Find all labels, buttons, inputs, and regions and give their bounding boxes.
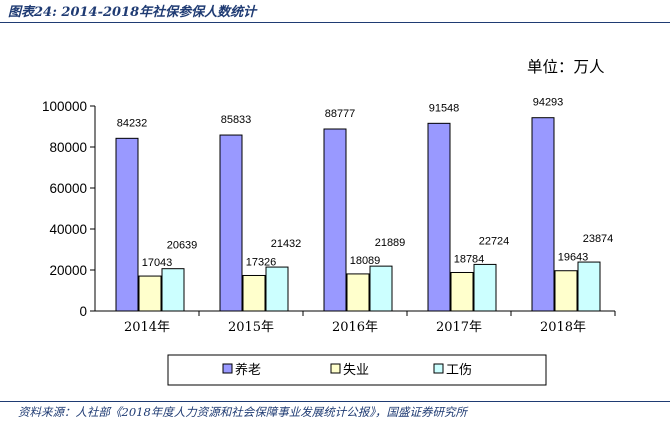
x-tick-label: 2014年 xyxy=(124,320,170,335)
data-label: 18089 xyxy=(350,255,381,267)
x-tick-label: 2017年 xyxy=(436,320,482,335)
x-tick-label: 2018年 xyxy=(540,320,586,335)
chart-data-labels: 84232 17043 20639 85833 17326 21432 88777 18089… xyxy=(117,97,614,269)
bar-1 xyxy=(531,117,555,312)
bottom-rule xyxy=(0,401,670,402)
source-note: 资料来源：人社部《2018年度人力资源和社会保障事业发展统计公报》，国盛证券研究… xyxy=(18,405,468,419)
y-tick-label: 60000 xyxy=(49,181,87,196)
data-label: 19643 xyxy=(558,252,589,264)
legend-swatch xyxy=(433,363,444,374)
y-tick-label: 20000 xyxy=(49,263,87,278)
data-label: 21432 xyxy=(271,238,302,250)
data-label: 17043 xyxy=(142,257,173,269)
chart-legend: 养老 失业 工伤 xyxy=(167,354,547,386)
data-label: 23874 xyxy=(583,233,614,245)
bar-1 xyxy=(219,134,243,312)
legend-label: 养老 xyxy=(235,362,261,378)
data-label: 22724 xyxy=(479,235,510,247)
x-tick-label: 2015年 xyxy=(228,320,274,335)
data-label: 88777 xyxy=(325,108,356,120)
y-tick-label: 0 xyxy=(79,304,87,319)
legend-swatch xyxy=(222,363,233,374)
legend-label: 工伤 xyxy=(446,363,472,378)
top-rule xyxy=(0,22,670,23)
bar-1 xyxy=(115,137,139,312)
data-label: 84232 xyxy=(117,117,148,129)
bar-2 xyxy=(242,274,266,312)
y-tick-label: 80000 xyxy=(49,140,87,155)
data-label: 85833 xyxy=(221,114,252,126)
chart-bars xyxy=(115,117,601,312)
bar-2 xyxy=(138,275,162,312)
bar-3 xyxy=(161,268,185,312)
legend-label: 失业 xyxy=(343,363,369,378)
unit-label: 单位：万人 xyxy=(527,58,605,76)
data-label: 21889 xyxy=(375,237,406,249)
bar-1 xyxy=(323,128,347,312)
bar-3 xyxy=(369,265,393,312)
x-tick-label: 2016年 xyxy=(332,320,378,335)
data-label: 18784 xyxy=(454,253,485,265)
figure-title: 图表24: 2014-2018年社保参保人数统计 xyxy=(8,5,257,20)
bar-2 xyxy=(450,271,474,312)
y-tick-label: 100000 xyxy=(42,99,87,114)
bar-3 xyxy=(473,263,497,312)
bar-2 xyxy=(346,273,370,312)
bar-3 xyxy=(577,261,601,312)
data-label: 17326 xyxy=(246,256,277,268)
bar-2 xyxy=(554,270,578,312)
bar-1 xyxy=(427,122,451,312)
bar-chart: 0 20000 40000 60000 80000 100000 2014年 2015年 201… xyxy=(42,97,616,386)
legend-swatch xyxy=(330,363,341,374)
data-label: 91548 xyxy=(429,102,460,114)
data-label: 20639 xyxy=(167,240,198,252)
y-tick-label: 40000 xyxy=(49,222,87,237)
data-label: 94293 xyxy=(533,97,564,109)
bar-3 xyxy=(265,266,289,312)
